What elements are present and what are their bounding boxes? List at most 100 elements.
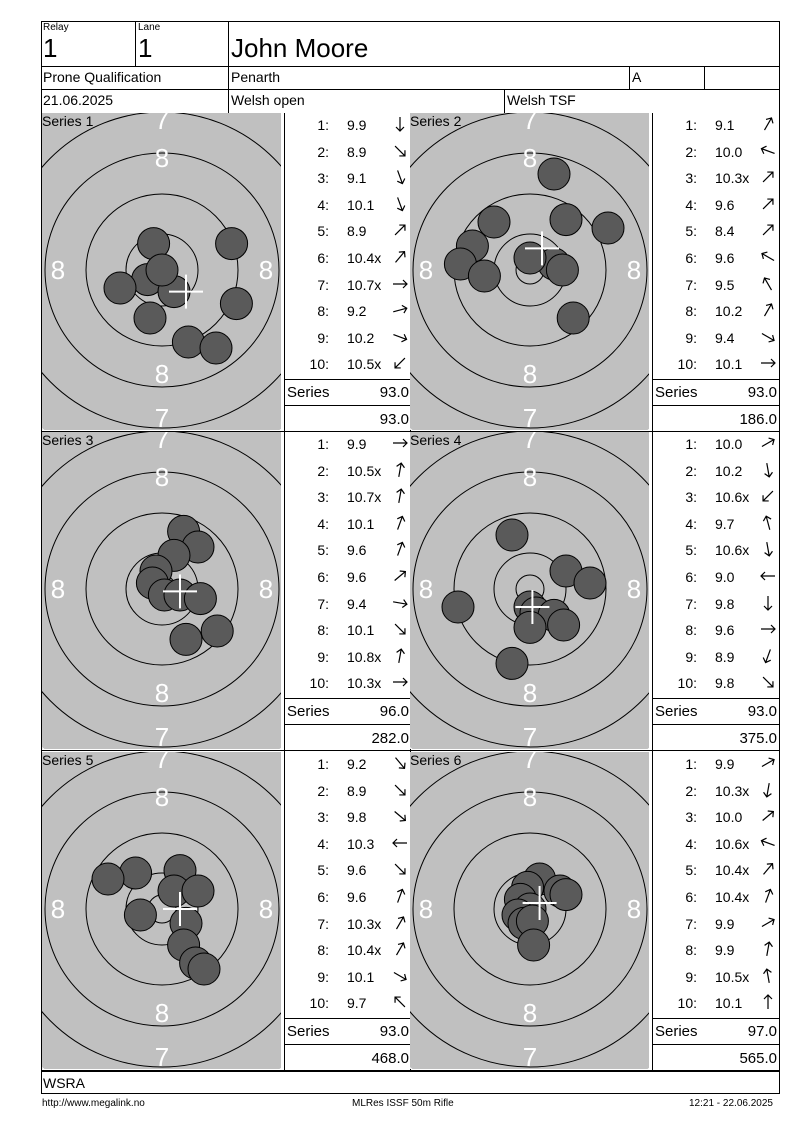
shot-direction-arrow-icon <box>394 784 406 796</box>
shot-list-5: 1: 9.2 2: 8.9 3: 9.8 4: 10.3 5: 9.6 6: 9.6 7: 10.3x 8:… <box>284 752 411 1072</box>
shot-score: 9.5 <box>715 276 735 293</box>
shot-score: 9.7 <box>347 995 367 1012</box>
target-5: 8 8 8 8 7 7 Series 5 <box>42 752 281 1069</box>
shot-row: 3: 10.3x <box>653 166 779 192</box>
shot-score: 10.3x <box>347 675 382 692</box>
shot-direction-arrow-icon <box>396 488 405 504</box>
shot-number: 2: <box>685 143 697 160</box>
event-cell: Prone Qualification <box>41 66 229 90</box>
shot-number: 10: <box>309 995 329 1012</box>
shot-hole <box>200 614 234 648</box>
shot-row: 1: 9.2 <box>285 752 411 778</box>
shot-score: 9.6 <box>715 196 735 213</box>
relay-value: 1 <box>43 33 58 63</box>
ring-number-label: 8 <box>419 255 433 285</box>
shot-number: 7: <box>685 276 697 293</box>
ring-number-label: 7 <box>155 1042 169 1069</box>
shot-number: 5: <box>317 862 329 879</box>
shot-hole <box>495 646 529 680</box>
ring-number-label: 8 <box>155 143 169 173</box>
shot-hole <box>547 608 581 642</box>
blank-cell <box>704 66 780 90</box>
shot-row: 10: 10.1 <box>653 991 779 1017</box>
target-ring <box>410 752 649 1068</box>
shot-row: 1: 10.0 <box>653 432 779 458</box>
shot-row: 2: 8.9 <box>285 779 411 805</box>
shot-row: 2: 10.2 <box>653 459 779 485</box>
shot-row: 10: 9.8 <box>653 671 779 697</box>
ring-number-label: 8 <box>523 359 537 389</box>
shot-hole <box>219 287 253 321</box>
ring-number-label: 8 <box>523 782 537 812</box>
shot-direction-arrow-icon <box>762 198 774 210</box>
shot-row: 3: 9.1 <box>285 166 411 192</box>
shot-direction-arrow-icon <box>395 117 405 132</box>
running-total-value: 375.0 <box>739 730 777 747</box>
shot-score: 10.4x <box>715 889 750 905</box>
shot-number: 5: <box>317 223 329 240</box>
shot-row: 10: 10.3x <box>285 671 411 697</box>
series-total-value: 96.0 <box>379 703 409 720</box>
shot-row: 2: 8.9 <box>285 140 411 166</box>
org-cell: WSRA <box>41 1071 780 1094</box>
shot-score: 10.1 <box>715 356 743 373</box>
target-ring <box>85 193 239 347</box>
series-row-divider <box>41 431 780 432</box>
shot-score: 9.7 <box>715 515 735 532</box>
series-total-label: Series <box>655 384 698 401</box>
shot-number: 2: <box>317 143 329 160</box>
organizer-cell: Welsh TSF <box>504 89 780 113</box>
shot-list-6: 1: 9.9 2: 10.3x 3: 10.0 4: 10.6x 5: 10.4x 6: 10.4x 7… <box>652 752 779 1072</box>
shot-score: 10.1 <box>347 515 375 532</box>
shot-score: 10.3x <box>347 915 382 932</box>
shot-direction-arrow-icon <box>763 595 773 611</box>
shot-score: 10.0 <box>715 143 743 160</box>
website-link[interactable]: http://www.megalink.no <box>42 1098 145 1109</box>
shot-hole <box>119 856 153 890</box>
shot-row: 7: 9.8 <box>653 592 779 618</box>
target-6: 8 8 8 8 7 7 Series 6 <box>410 752 649 1069</box>
shot-score: 9.6 <box>347 889 367 905</box>
target-background <box>410 432 649 749</box>
shot-score: 9.9 <box>347 436 367 452</box>
shot-number: 6: <box>685 569 697 585</box>
shot-direction-arrow-icon <box>397 515 406 530</box>
shot-number: 9: <box>317 648 329 665</box>
series-total-value: 97.0 <box>747 1023 777 1040</box>
competition-cell: Welsh open <box>228 89 505 113</box>
shot-direction-arrow-icon <box>762 171 774 183</box>
shot-direction-arrow-icon <box>764 462 773 478</box>
shot-number: 4: <box>317 835 329 852</box>
shot-score: 9.1 <box>347 170 367 187</box>
shot-number: 2: <box>685 462 697 479</box>
shot-score: 9.8 <box>715 675 735 692</box>
shot-row: 9: 10.2 <box>285 326 411 352</box>
target-ring <box>410 113 649 429</box>
series-row-divider <box>41 750 780 751</box>
running-total-row: 93.0 <box>285 405 411 433</box>
shot-hole <box>549 878 583 912</box>
shot-row: 9: 10.8x <box>285 645 411 671</box>
ring-number-label: 7 <box>155 403 169 430</box>
ring-number-label: 8 <box>51 894 65 924</box>
shot-row: 9: 10.5x <box>653 965 779 991</box>
shot-row: 8: 9.2 <box>285 299 411 325</box>
shot-direction-arrow-icon <box>394 864 406 875</box>
ring-number-label: 8 <box>155 782 169 812</box>
relay-cell: Relay 1 <box>41 21 136 67</box>
shot-row: 3: 10.7x <box>285 485 411 511</box>
shot-number: 1: <box>685 756 697 772</box>
shot-number: 5: <box>317 542 329 559</box>
shot-score: 10.2 <box>715 462 743 479</box>
shot-direction-arrow-icon <box>762 224 774 236</box>
shot-list-3: 1: 9.9 2: 10.5x 3: 10.7x 4: 10.1 5: 9.6 6: 9.6 7: 9.4… <box>284 432 411 752</box>
target-1: 8 8 8 8 7 7 Series 1 <box>42 113 281 430</box>
shot-hole <box>537 157 571 191</box>
shot-direction-arrow-icon <box>394 224 406 236</box>
shot-list-2: 1: 9.1 2: 10.0 3: 10.3x 4: 9.6 5: 8.4 6: 9.6 7: 9.5 8:… <box>652 113 779 433</box>
ring-number-label: 8 <box>155 359 169 389</box>
running-total-row: 282.0 <box>285 724 411 752</box>
ring-number-label: 8 <box>155 998 169 1028</box>
shot-number: 8: <box>317 303 329 320</box>
shot-direction-arrow-icon <box>761 917 775 927</box>
